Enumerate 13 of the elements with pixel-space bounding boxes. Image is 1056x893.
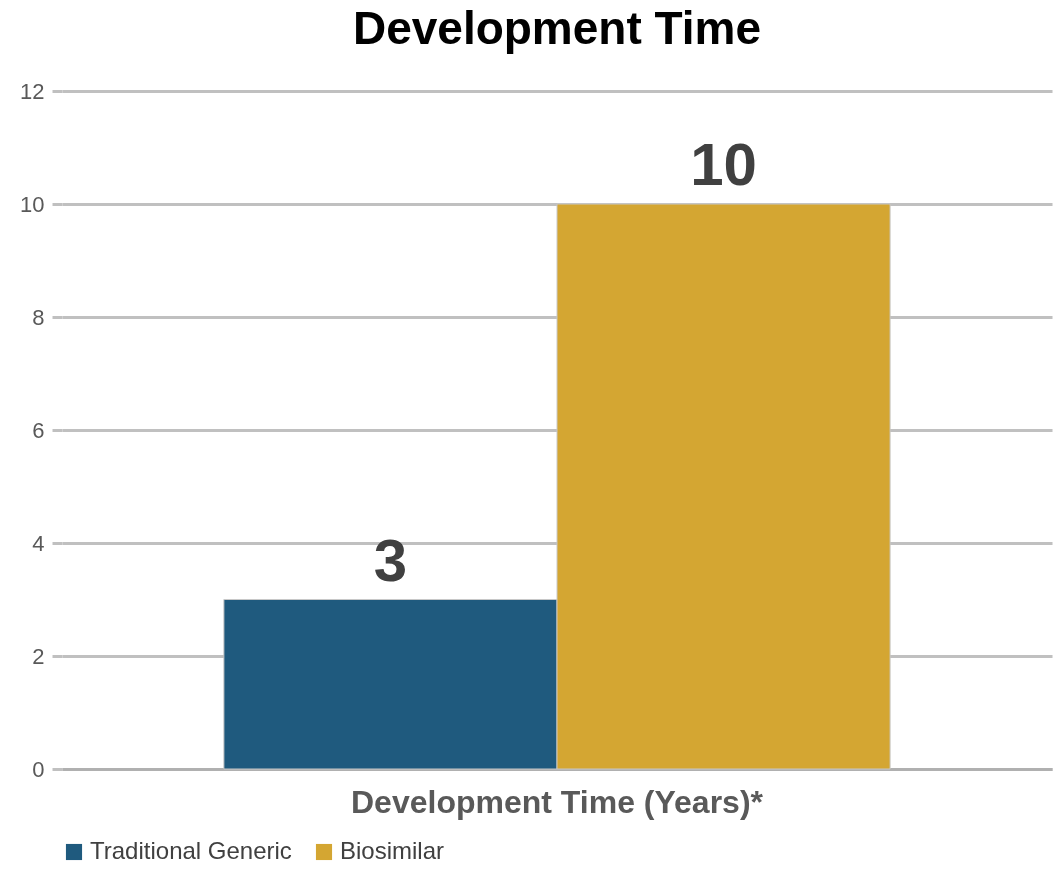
- legend-label: Biosimilar: [340, 837, 445, 864]
- data-label: 3: [373, 526, 408, 594]
- y-tick-label: 2: [32, 643, 45, 669]
- y-tick-label: 10: [20, 191, 45, 217]
- x-tick-label: Development Time (Years)*: [350, 783, 764, 820]
- y-tick-label: 8: [32, 304, 45, 330]
- y-tick-label: 0: [32, 756, 45, 782]
- data-label: 10: [690, 131, 757, 198]
- chart-title: Development Time: [352, 2, 762, 54]
- y-tick-label: 12: [20, 78, 45, 104]
- y-tick-label: 4: [32, 530, 45, 556]
- legend-label: Traditional Generic: [90, 837, 292, 864]
- y-tick-label: 6: [32, 417, 45, 443]
